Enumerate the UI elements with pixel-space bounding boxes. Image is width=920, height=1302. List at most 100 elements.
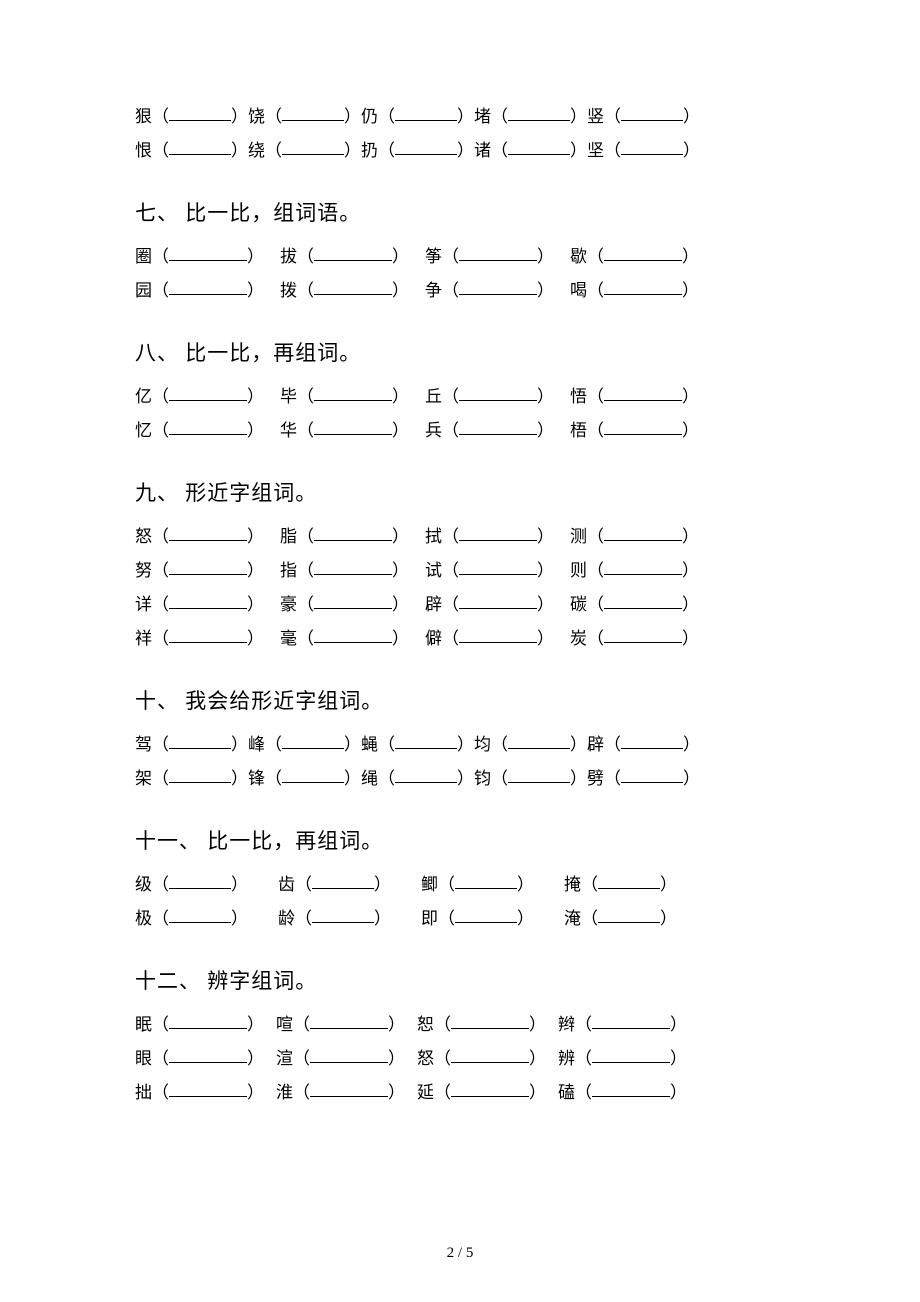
- blank-field[interactable]: [455, 906, 517, 923]
- blank-field[interactable]: [459, 524, 537, 541]
- blank-field[interactable]: [314, 524, 392, 541]
- blank-field[interactable]: [598, 906, 660, 923]
- section-heading: 十一、 比一比，再组词。: [135, 824, 785, 858]
- blank-field[interactable]: [314, 418, 392, 435]
- blank-field[interactable]: [459, 244, 537, 261]
- exercise-row: 亿（）毕（）丘（）悟（）: [135, 380, 785, 414]
- char: 钧: [474, 769, 491, 788]
- blank-field[interactable]: [451, 1046, 529, 1063]
- char: 园: [135, 281, 152, 300]
- blank-field[interactable]: [310, 1012, 388, 1029]
- blank-field[interactable]: [169, 1080, 247, 1097]
- blank-field[interactable]: [169, 592, 247, 609]
- blank-field[interactable]: [169, 766, 231, 783]
- blank-field[interactable]: [169, 558, 247, 575]
- blank-field[interactable]: [604, 384, 682, 401]
- char: 试: [425, 561, 442, 580]
- blank-field[interactable]: [604, 418, 682, 435]
- char: 拙: [135, 1083, 152, 1102]
- blank-field[interactable]: [169, 732, 231, 749]
- blank-field[interactable]: [169, 138, 231, 155]
- blank-field[interactable]: [282, 766, 344, 783]
- blank-field[interactable]: [314, 244, 392, 261]
- section-number: 十、: [135, 689, 185, 713]
- exercise-row: 怒（）脂（）拭（）测（）: [135, 520, 785, 554]
- blank-field[interactable]: [621, 104, 683, 121]
- blank-field[interactable]: [459, 558, 537, 575]
- char: 恕: [417, 1015, 434, 1034]
- char: 喧: [276, 1015, 293, 1034]
- blank-field[interactable]: [282, 732, 344, 749]
- blank-field[interactable]: [169, 906, 231, 923]
- blank-field[interactable]: [459, 384, 537, 401]
- blank-field[interactable]: [604, 592, 682, 609]
- blank-field[interactable]: [451, 1012, 529, 1029]
- blank-field[interactable]: [604, 558, 682, 575]
- char: 毕: [280, 387, 297, 406]
- blank-field[interactable]: [169, 384, 247, 401]
- blank-field[interactable]: [508, 732, 570, 749]
- blank-field[interactable]: [395, 104, 457, 121]
- char: 辟: [425, 595, 442, 614]
- blank-field[interactable]: [169, 524, 247, 541]
- char: 详: [135, 595, 152, 614]
- char: 测: [570, 527, 587, 546]
- section-title: 我会给形近字组词。: [185, 689, 383, 713]
- blank-field[interactable]: [314, 626, 392, 643]
- blank-field[interactable]: [604, 278, 682, 295]
- blank-field[interactable]: [314, 592, 392, 609]
- exercise-row: 狠（）饶（）仍（）堵（）竖（）: [135, 100, 785, 134]
- blank-field[interactable]: [604, 244, 682, 261]
- blank-field[interactable]: [459, 592, 537, 609]
- blank-field[interactable]: [451, 1080, 529, 1097]
- blank-field[interactable]: [604, 626, 682, 643]
- blank-field[interactable]: [621, 138, 683, 155]
- blank-field[interactable]: [459, 418, 537, 435]
- blank-field[interactable]: [169, 278, 247, 295]
- blank-field[interactable]: [604, 524, 682, 541]
- char: 毫: [280, 629, 297, 648]
- section: 十一、 比一比，再组词。级（）齿（）鲫（）掩（）极（）龄（）即（）淹（）: [135, 824, 785, 936]
- blank-field[interactable]: [459, 278, 537, 295]
- exercise-row: 圈（）拔（）筝（）歇（）: [135, 240, 785, 274]
- blank-field[interactable]: [455, 872, 517, 889]
- blank-field[interactable]: [169, 244, 247, 261]
- blank-field[interactable]: [395, 138, 457, 155]
- blank-field[interactable]: [169, 872, 231, 889]
- blank-field[interactable]: [395, 732, 457, 749]
- blank-field[interactable]: [592, 1012, 670, 1029]
- blank-field[interactable]: [508, 138, 570, 155]
- blank-field[interactable]: [621, 766, 683, 783]
- blank-field[interactable]: [312, 872, 374, 889]
- blank-field[interactable]: [169, 626, 247, 643]
- blank-field[interactable]: [314, 558, 392, 575]
- blank-field[interactable]: [592, 1080, 670, 1097]
- section-number: 七、: [135, 201, 185, 225]
- exercise-row: 祥（）毫（）僻（）炭（）: [135, 622, 785, 656]
- char: 坚: [587, 141, 604, 160]
- blank-field[interactable]: [169, 418, 247, 435]
- blank-field[interactable]: [314, 278, 392, 295]
- blank-field[interactable]: [598, 872, 660, 889]
- blank-field[interactable]: [169, 1012, 247, 1029]
- blank-field[interactable]: [310, 1080, 388, 1097]
- blank-field[interactable]: [310, 1046, 388, 1063]
- blank-field[interactable]: [282, 138, 344, 155]
- char: 指: [280, 561, 297, 580]
- blank-field[interactable]: [282, 104, 344, 121]
- blank-field[interactable]: [169, 104, 231, 121]
- section-heading: 十二、 辨字组词。: [135, 964, 785, 998]
- blank-field[interactable]: [459, 626, 537, 643]
- exercise-row: 忆（）华（）兵（）梧（）: [135, 414, 785, 448]
- blank-field[interactable]: [592, 1046, 670, 1063]
- char: 喝: [570, 281, 587, 300]
- char: 延: [417, 1083, 434, 1102]
- blank-field[interactable]: [508, 766, 570, 783]
- blank-field[interactable]: [314, 384, 392, 401]
- blank-field[interactable]: [621, 732, 683, 749]
- blank-field[interactable]: [312, 906, 374, 923]
- blank-field[interactable]: [508, 104, 570, 121]
- blank-field[interactable]: [169, 1046, 247, 1063]
- char: 僻: [425, 629, 442, 648]
- blank-field[interactable]: [395, 766, 457, 783]
